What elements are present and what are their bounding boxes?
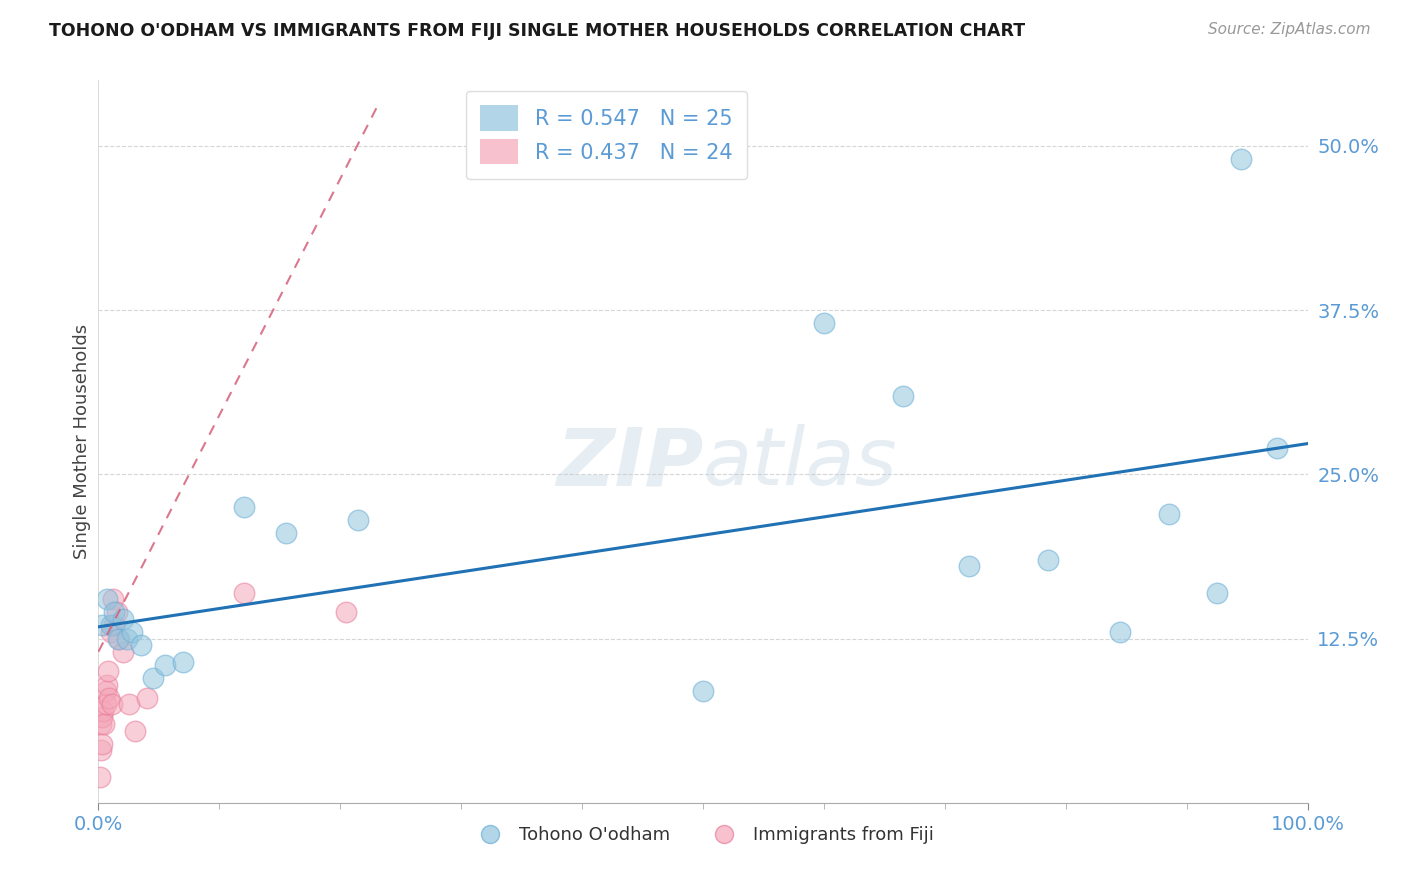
- Point: [94, 684, 117, 698]
- Point: [98, 690, 121, 705]
- Point: [142, 671, 165, 685]
- Text: TOHONO O'ODHAM VS IMMIGRANTS FROM FIJI SINGLE MOTHER HOUSEHOLDS CORRELATION CHAR: TOHONO O'ODHAM VS IMMIGRANTS FROM FIJI S…: [49, 22, 1025, 40]
- Point: [91, 704, 114, 718]
- Point: [90, 743, 112, 757]
- Point: [124, 723, 146, 738]
- Point: [1109, 625, 1132, 640]
- Point: [93, 717, 115, 731]
- Point: [232, 500, 254, 515]
- Point: [1036, 553, 1059, 567]
- Point: [100, 625, 122, 640]
- Text: ZIP: ZIP: [555, 425, 703, 502]
- Point: [813, 316, 835, 330]
- Point: [108, 632, 131, 646]
- Text: Source: ZipAtlas.com: Source: ZipAtlas.com: [1208, 22, 1371, 37]
- Point: [101, 592, 124, 607]
- Point: [891, 388, 914, 402]
- Point: [111, 612, 134, 626]
- Point: [135, 690, 157, 705]
- Point: [90, 717, 112, 731]
- Point: [1157, 507, 1180, 521]
- Point: [91, 737, 114, 751]
- Point: [129, 638, 152, 652]
- Y-axis label: Single Mother Households: Single Mother Households: [73, 324, 91, 559]
- Point: [100, 618, 122, 632]
- Point: [96, 677, 118, 691]
- Point: [1267, 441, 1289, 455]
- Point: [107, 632, 129, 646]
- Point: [97, 665, 120, 679]
- Point: [232, 585, 254, 599]
- Point: [94, 698, 117, 712]
- Point: [1230, 152, 1253, 166]
- Point: [105, 605, 128, 619]
- Point: [153, 657, 176, 672]
- Point: [118, 698, 141, 712]
- Point: [172, 655, 194, 669]
- Point: [692, 684, 714, 698]
- Point: [121, 625, 143, 640]
- Point: [100, 698, 122, 712]
- Point: [91, 618, 114, 632]
- Point: [103, 618, 125, 632]
- Point: [347, 513, 370, 527]
- Point: [1206, 585, 1229, 599]
- Point: [274, 526, 297, 541]
- Point: [91, 710, 114, 724]
- Point: [335, 605, 357, 619]
- Point: [111, 645, 134, 659]
- Point: [103, 605, 125, 619]
- Point: [96, 592, 118, 607]
- Point: [957, 559, 980, 574]
- Legend: Tohono O'odham, Immigrants from Fiji: Tohono O'odham, Immigrants from Fiji: [465, 819, 941, 852]
- Point: [117, 632, 139, 646]
- Point: [89, 770, 111, 784]
- Text: atlas: atlas: [703, 425, 898, 502]
